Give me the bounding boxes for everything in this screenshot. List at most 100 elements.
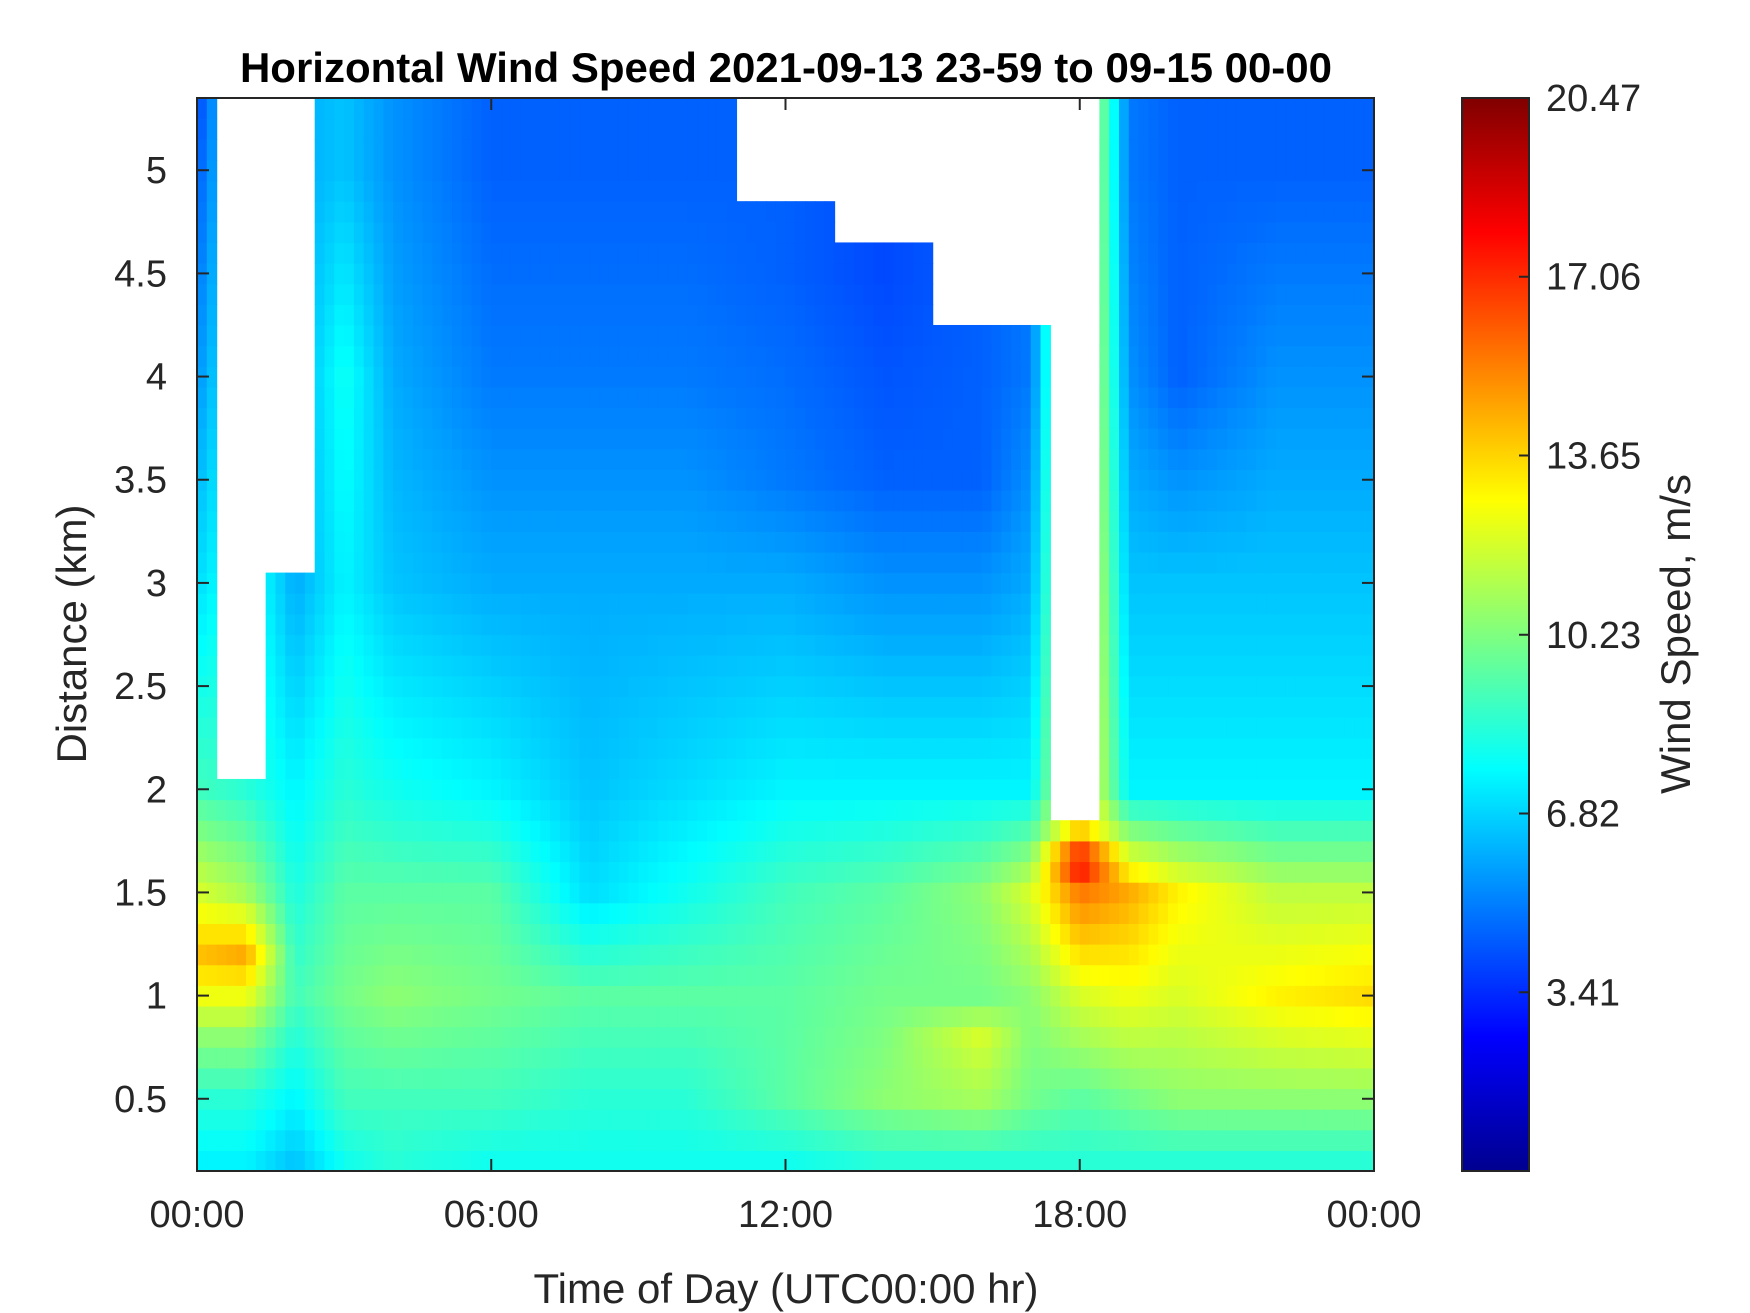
heatmap-cell [1030,964,1042,986]
heatmap-cell [638,386,649,409]
heatmap-cell [589,159,600,182]
heatmap-cell [275,1067,286,1090]
heatmap-cell [1099,159,1110,182]
heatmap-cell [471,1005,483,1028]
heatmap-cell [275,655,286,677]
heatmap-cell [922,242,934,264]
heatmap-cell [785,593,796,615]
heatmap-cell [402,737,414,759]
heatmap-cell [599,923,610,945]
heatmap-cell [971,882,983,904]
heatmap-cell [442,1109,453,1131]
heatmap-cell [1217,820,1228,842]
heatmap-cell [893,778,904,801]
heatmap-cell [559,593,571,615]
heatmap-cell [422,675,433,697]
heatmap-cell [942,324,953,347]
heatmap-cell [461,1129,473,1151]
heatmap-cell [501,613,512,636]
heatmap-cell [1217,386,1228,409]
heatmap-cell [883,448,894,471]
heatmap-cell [667,242,679,264]
heatmap-cell [540,1109,551,1131]
heatmap-cell [501,778,512,801]
heatmap-cell [677,242,689,264]
heatmap-cell [1256,593,1267,615]
heatmap-cell [716,861,728,883]
heatmap-cell [412,180,424,202]
heatmap-cell [383,902,394,924]
heatmap-cell [981,820,993,842]
heatmap-cell [981,778,993,801]
heatmap-cell [412,758,424,780]
heatmap-cell [608,1129,620,1151]
heatmap-cell [344,242,355,264]
heatmap-cell [481,758,492,780]
heatmap-cell [471,469,483,491]
heatmap-cell [814,386,826,409]
heatmap-cell [481,613,492,636]
heatmap-cell [913,964,924,986]
heatmap-cell [716,593,728,615]
heatmap-cell [295,1150,306,1172]
heatmap-cell [383,944,394,966]
heatmap-cell [295,634,306,656]
heatmap-cell [716,1005,728,1028]
heatmap-cell [1118,159,1130,182]
heatmap-cell [922,717,934,739]
heatmap-cell [775,675,787,697]
heatmap-cell [932,407,944,429]
heatmap-cell [716,263,728,285]
heatmap-cell [1099,324,1110,347]
heatmap-cell [520,1047,532,1069]
heatmap-cell [824,840,836,863]
heatmap-cell [883,407,894,429]
heatmap-cell [452,407,463,429]
heatmap-cell [334,345,345,367]
heatmap-cell [1040,1088,1051,1110]
heatmap-cell [353,737,365,759]
heatmap-cell [1001,407,1012,429]
heatmap-cell [373,324,384,347]
heatmap-cell [863,572,875,594]
heatmap-cell [265,1067,277,1090]
heatmap-cell [1138,572,1150,594]
heatmap-cell [422,758,433,780]
heatmap-cell [383,448,394,471]
heatmap-cell [765,758,777,780]
heatmap-cell [716,923,728,945]
heatmap-cell [363,201,375,223]
heatmap-cell [540,180,551,202]
heatmap-cell [677,531,689,553]
heatmap-cell [422,448,433,471]
heatmap-cell [1217,1005,1228,1028]
heatmap-cell [746,345,757,367]
heatmap-cell [246,861,257,883]
heatmap-cell [667,1026,679,1048]
heatmap-cell [1207,737,1218,759]
heatmap-cell [1226,221,1238,244]
heatmap-cell [854,428,865,450]
heatmap-cell [824,655,836,677]
heatmap-cell [648,1067,659,1090]
heatmap-cell [971,923,983,945]
heatmap-cell [491,242,502,264]
heatmap-cell [226,1088,237,1110]
heatmap-cell [893,964,904,986]
heatmap-cell [559,944,571,966]
heatmap-cell [677,593,689,615]
heatmap-cell [471,593,483,615]
heatmap-cell [863,1109,875,1131]
heatmap-cell [952,985,963,1007]
heatmap-cell [726,675,738,697]
heatmap-cell [550,510,561,532]
heatmap-cell [657,923,669,945]
heatmap-cell [1256,799,1267,821]
heatmap-cell [275,593,286,615]
heatmap-cell [608,675,620,697]
heatmap-cell [667,902,679,924]
heatmap-cell [550,572,561,594]
heatmap-cell [657,386,669,409]
heatmap-cell [569,820,581,842]
heatmap-cell [1128,345,1140,367]
